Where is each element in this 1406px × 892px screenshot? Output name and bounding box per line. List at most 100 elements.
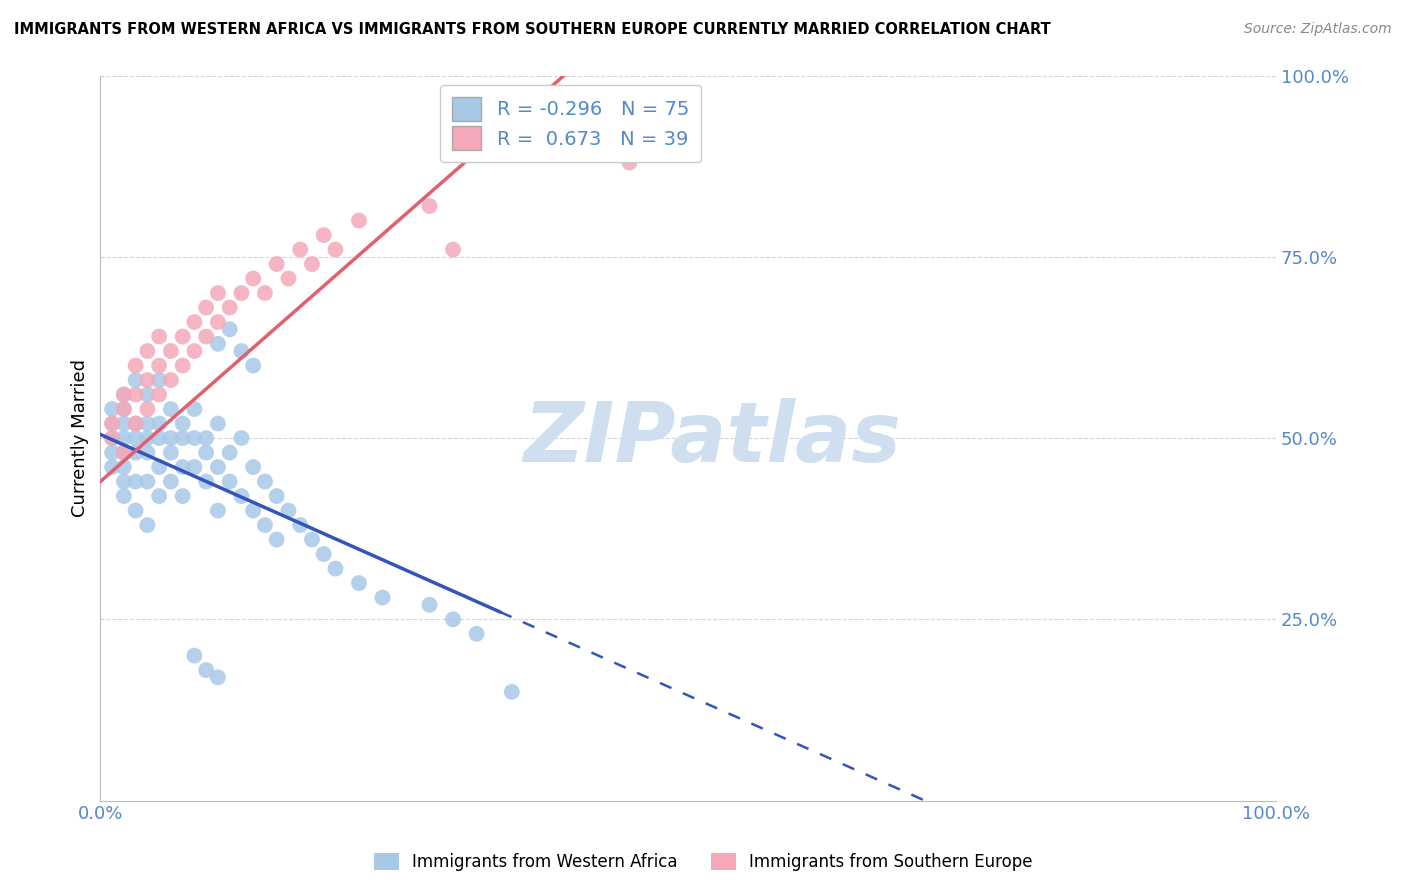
Point xyxy=(124,431,146,445)
Point xyxy=(148,387,170,401)
Point xyxy=(148,431,170,445)
Point xyxy=(207,503,229,517)
Point xyxy=(148,329,170,343)
Point xyxy=(207,286,229,301)
Point xyxy=(218,445,240,459)
Point xyxy=(253,475,276,489)
Point xyxy=(136,475,159,489)
Point xyxy=(465,627,488,641)
Point xyxy=(325,243,347,257)
Point xyxy=(124,475,146,489)
Point xyxy=(136,387,159,401)
Point xyxy=(112,475,135,489)
Point xyxy=(418,598,440,612)
Point xyxy=(231,489,253,503)
Point xyxy=(231,344,253,359)
Y-axis label: Currently Married: Currently Married xyxy=(72,359,89,517)
Point xyxy=(218,475,240,489)
Point xyxy=(148,373,170,387)
Legend: R = -0.296   N = 75, R =  0.673   N = 39: R = -0.296 N = 75, R = 0.673 N = 39 xyxy=(440,86,700,161)
Point xyxy=(253,518,276,533)
Point xyxy=(136,344,159,359)
Point xyxy=(266,257,288,271)
Point xyxy=(266,489,288,503)
Point xyxy=(195,329,218,343)
Point xyxy=(619,155,641,169)
Point xyxy=(290,518,312,533)
Point xyxy=(207,315,229,329)
Point xyxy=(195,301,218,315)
Point xyxy=(124,445,146,459)
Point xyxy=(242,503,264,517)
Point xyxy=(195,445,218,459)
Point xyxy=(371,591,394,605)
Point xyxy=(160,402,183,417)
Point xyxy=(218,301,240,315)
Point xyxy=(101,402,124,417)
Point xyxy=(112,402,135,417)
Point xyxy=(218,322,240,336)
Point xyxy=(124,387,146,401)
Point xyxy=(136,518,159,533)
Point xyxy=(160,475,183,489)
Point xyxy=(160,373,183,387)
Point xyxy=(112,460,135,475)
Point xyxy=(325,561,347,575)
Point xyxy=(148,417,170,431)
Point xyxy=(183,460,205,475)
Point xyxy=(148,359,170,373)
Text: ZIPatlas: ZIPatlas xyxy=(523,398,901,479)
Point xyxy=(183,315,205,329)
Point xyxy=(148,489,170,503)
Point xyxy=(312,547,335,561)
Point xyxy=(160,445,183,459)
Point xyxy=(266,533,288,547)
Text: Source: ZipAtlas.com: Source: ZipAtlas.com xyxy=(1244,22,1392,37)
Point xyxy=(124,359,146,373)
Point xyxy=(242,359,264,373)
Point xyxy=(195,663,218,677)
Point xyxy=(277,503,299,517)
Point xyxy=(277,271,299,285)
Point xyxy=(112,387,135,401)
Point xyxy=(136,373,159,387)
Point xyxy=(195,475,218,489)
Point xyxy=(101,417,124,431)
Point xyxy=(231,431,253,445)
Point xyxy=(301,533,323,547)
Point xyxy=(301,257,323,271)
Point xyxy=(172,417,194,431)
Point xyxy=(124,417,146,431)
Point xyxy=(347,576,370,591)
Point xyxy=(183,648,205,663)
Point xyxy=(441,612,464,626)
Point xyxy=(112,445,135,459)
Point xyxy=(101,431,124,445)
Point xyxy=(418,199,440,213)
Point xyxy=(501,685,523,699)
Point xyxy=(172,359,194,373)
Point xyxy=(101,445,124,459)
Point xyxy=(136,417,159,431)
Point xyxy=(172,460,194,475)
Point xyxy=(290,243,312,257)
Point xyxy=(101,460,124,475)
Point xyxy=(207,336,229,351)
Point xyxy=(112,417,135,431)
Point xyxy=(207,460,229,475)
Point xyxy=(347,213,370,227)
Point xyxy=(124,417,146,431)
Point xyxy=(231,286,253,301)
Point xyxy=(207,670,229,684)
Point xyxy=(172,431,194,445)
Text: IMMIGRANTS FROM WESTERN AFRICA VS IMMIGRANTS FROM SOUTHERN EUROPE CURRENTLY MARR: IMMIGRANTS FROM WESTERN AFRICA VS IMMIGR… xyxy=(14,22,1050,37)
Point xyxy=(183,431,205,445)
Point xyxy=(148,460,170,475)
Point xyxy=(242,460,264,475)
Point xyxy=(124,373,146,387)
Point xyxy=(160,344,183,359)
Point xyxy=(112,387,135,401)
Point xyxy=(112,445,135,459)
Point xyxy=(172,489,194,503)
Point xyxy=(172,329,194,343)
